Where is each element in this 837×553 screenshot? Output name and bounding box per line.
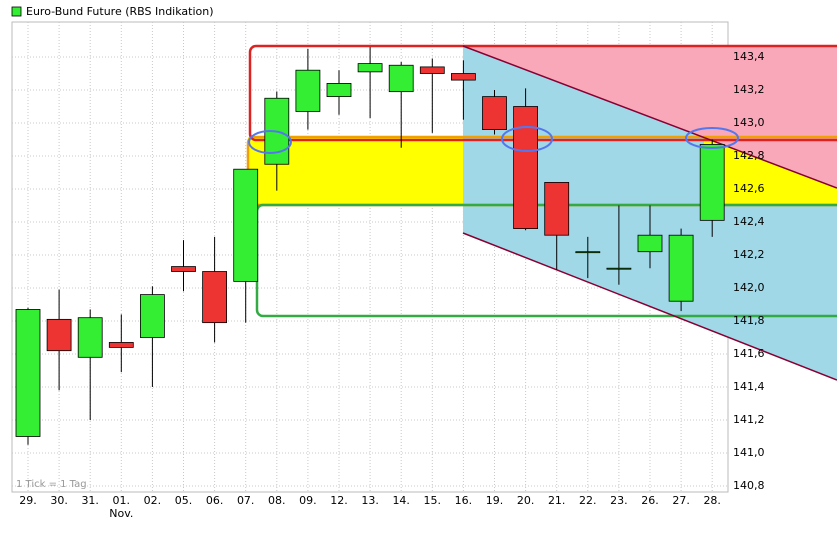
x-tick-label: 05. (175, 494, 193, 507)
candle-body (388, 64, 414, 93)
y-tick-label: 143,4 (733, 50, 765, 63)
x-tick-label: 30. (50, 494, 68, 507)
x-tick-label: 19. (486, 494, 504, 507)
y-tick-label: 141,2 (733, 413, 765, 426)
x-tick-label: 09. (299, 494, 317, 507)
trend-line (462, 232, 837, 381)
x-tick-label: 29. (19, 494, 37, 507)
x-tick-sublabel: Nov. (109, 507, 133, 520)
chart-title: Euro-Bund Future (RBS Indikation) (26, 5, 214, 18)
candle-body (450, 73, 476, 81)
y-tick-label: 142,0 (733, 281, 765, 294)
candle-body (606, 267, 632, 270)
y-tick-label: 143,2 (733, 83, 765, 96)
x-tick-label: 12. (330, 494, 348, 507)
x-tick-label: 20. (517, 494, 535, 507)
candle-body (482, 96, 507, 130)
x-tick-label: 13. (361, 494, 379, 507)
x-tick-label: 22. (579, 494, 597, 507)
y-tick-label: 141,8 (733, 314, 765, 327)
candle-body (202, 271, 228, 324)
resistance-box (248, 44, 837, 142)
candle-body (46, 318, 72, 352)
x-tick-label: 07. (237, 494, 255, 507)
candle-body (544, 181, 570, 236)
x-tick-label: 31. (81, 494, 99, 507)
candle-body (513, 106, 538, 229)
x-tick-label: 14. (392, 494, 410, 507)
candle-body (77, 317, 103, 358)
y-tick-label: 141,4 (733, 380, 765, 393)
candle-body (575, 251, 601, 254)
y-tick-label: 142,8 (733, 149, 765, 162)
x-tick-label: 01. (113, 494, 131, 507)
candle-body (326, 83, 352, 98)
trend-line (462, 45, 837, 189)
candle-body (15, 309, 41, 437)
candle-body (357, 63, 383, 73)
y-tick-label: 142,6 (733, 182, 765, 195)
x-tick-label: 23. (610, 494, 628, 507)
candle-body (637, 234, 663, 253)
x-tick-label: 26. (641, 494, 659, 507)
x-tick-label: 08. (268, 494, 286, 507)
candle-body (668, 234, 694, 302)
candle-body (139, 294, 165, 338)
highlight-ellipse (685, 127, 739, 149)
x-tick-label: 16. (455, 494, 473, 507)
candle-body (233, 168, 259, 282)
y-tick-label: 143,0 (733, 116, 765, 129)
candle-body (419, 66, 445, 74)
x-tick-label: 02. (144, 494, 162, 507)
highlight-ellipse (248, 130, 292, 154)
legend-swatch (11, 6, 22, 17)
x-tick-label: 21. (548, 494, 566, 507)
y-tick-label: 140,8 (733, 479, 765, 492)
note: 1 Tick = 1 Tag (16, 479, 87, 490)
x-tick-label: 27. (672, 494, 690, 507)
candle-body (171, 266, 196, 272)
candle-body (295, 69, 321, 112)
candle-body (699, 144, 725, 221)
y-tick-label: 142,2 (733, 248, 765, 261)
x-tick-label: 06. (206, 494, 224, 507)
candle-body (108, 342, 134, 348)
y-tick-label: 141,6 (733, 347, 765, 360)
x-tick-label: 15. (424, 494, 442, 507)
highlight-ellipse (501, 126, 553, 152)
x-tick-label: 28. (703, 494, 721, 507)
y-tick-label: 141,0 (733, 446, 765, 459)
highlights (248, 126, 739, 154)
y-tick-label: 142,4 (733, 215, 765, 228)
